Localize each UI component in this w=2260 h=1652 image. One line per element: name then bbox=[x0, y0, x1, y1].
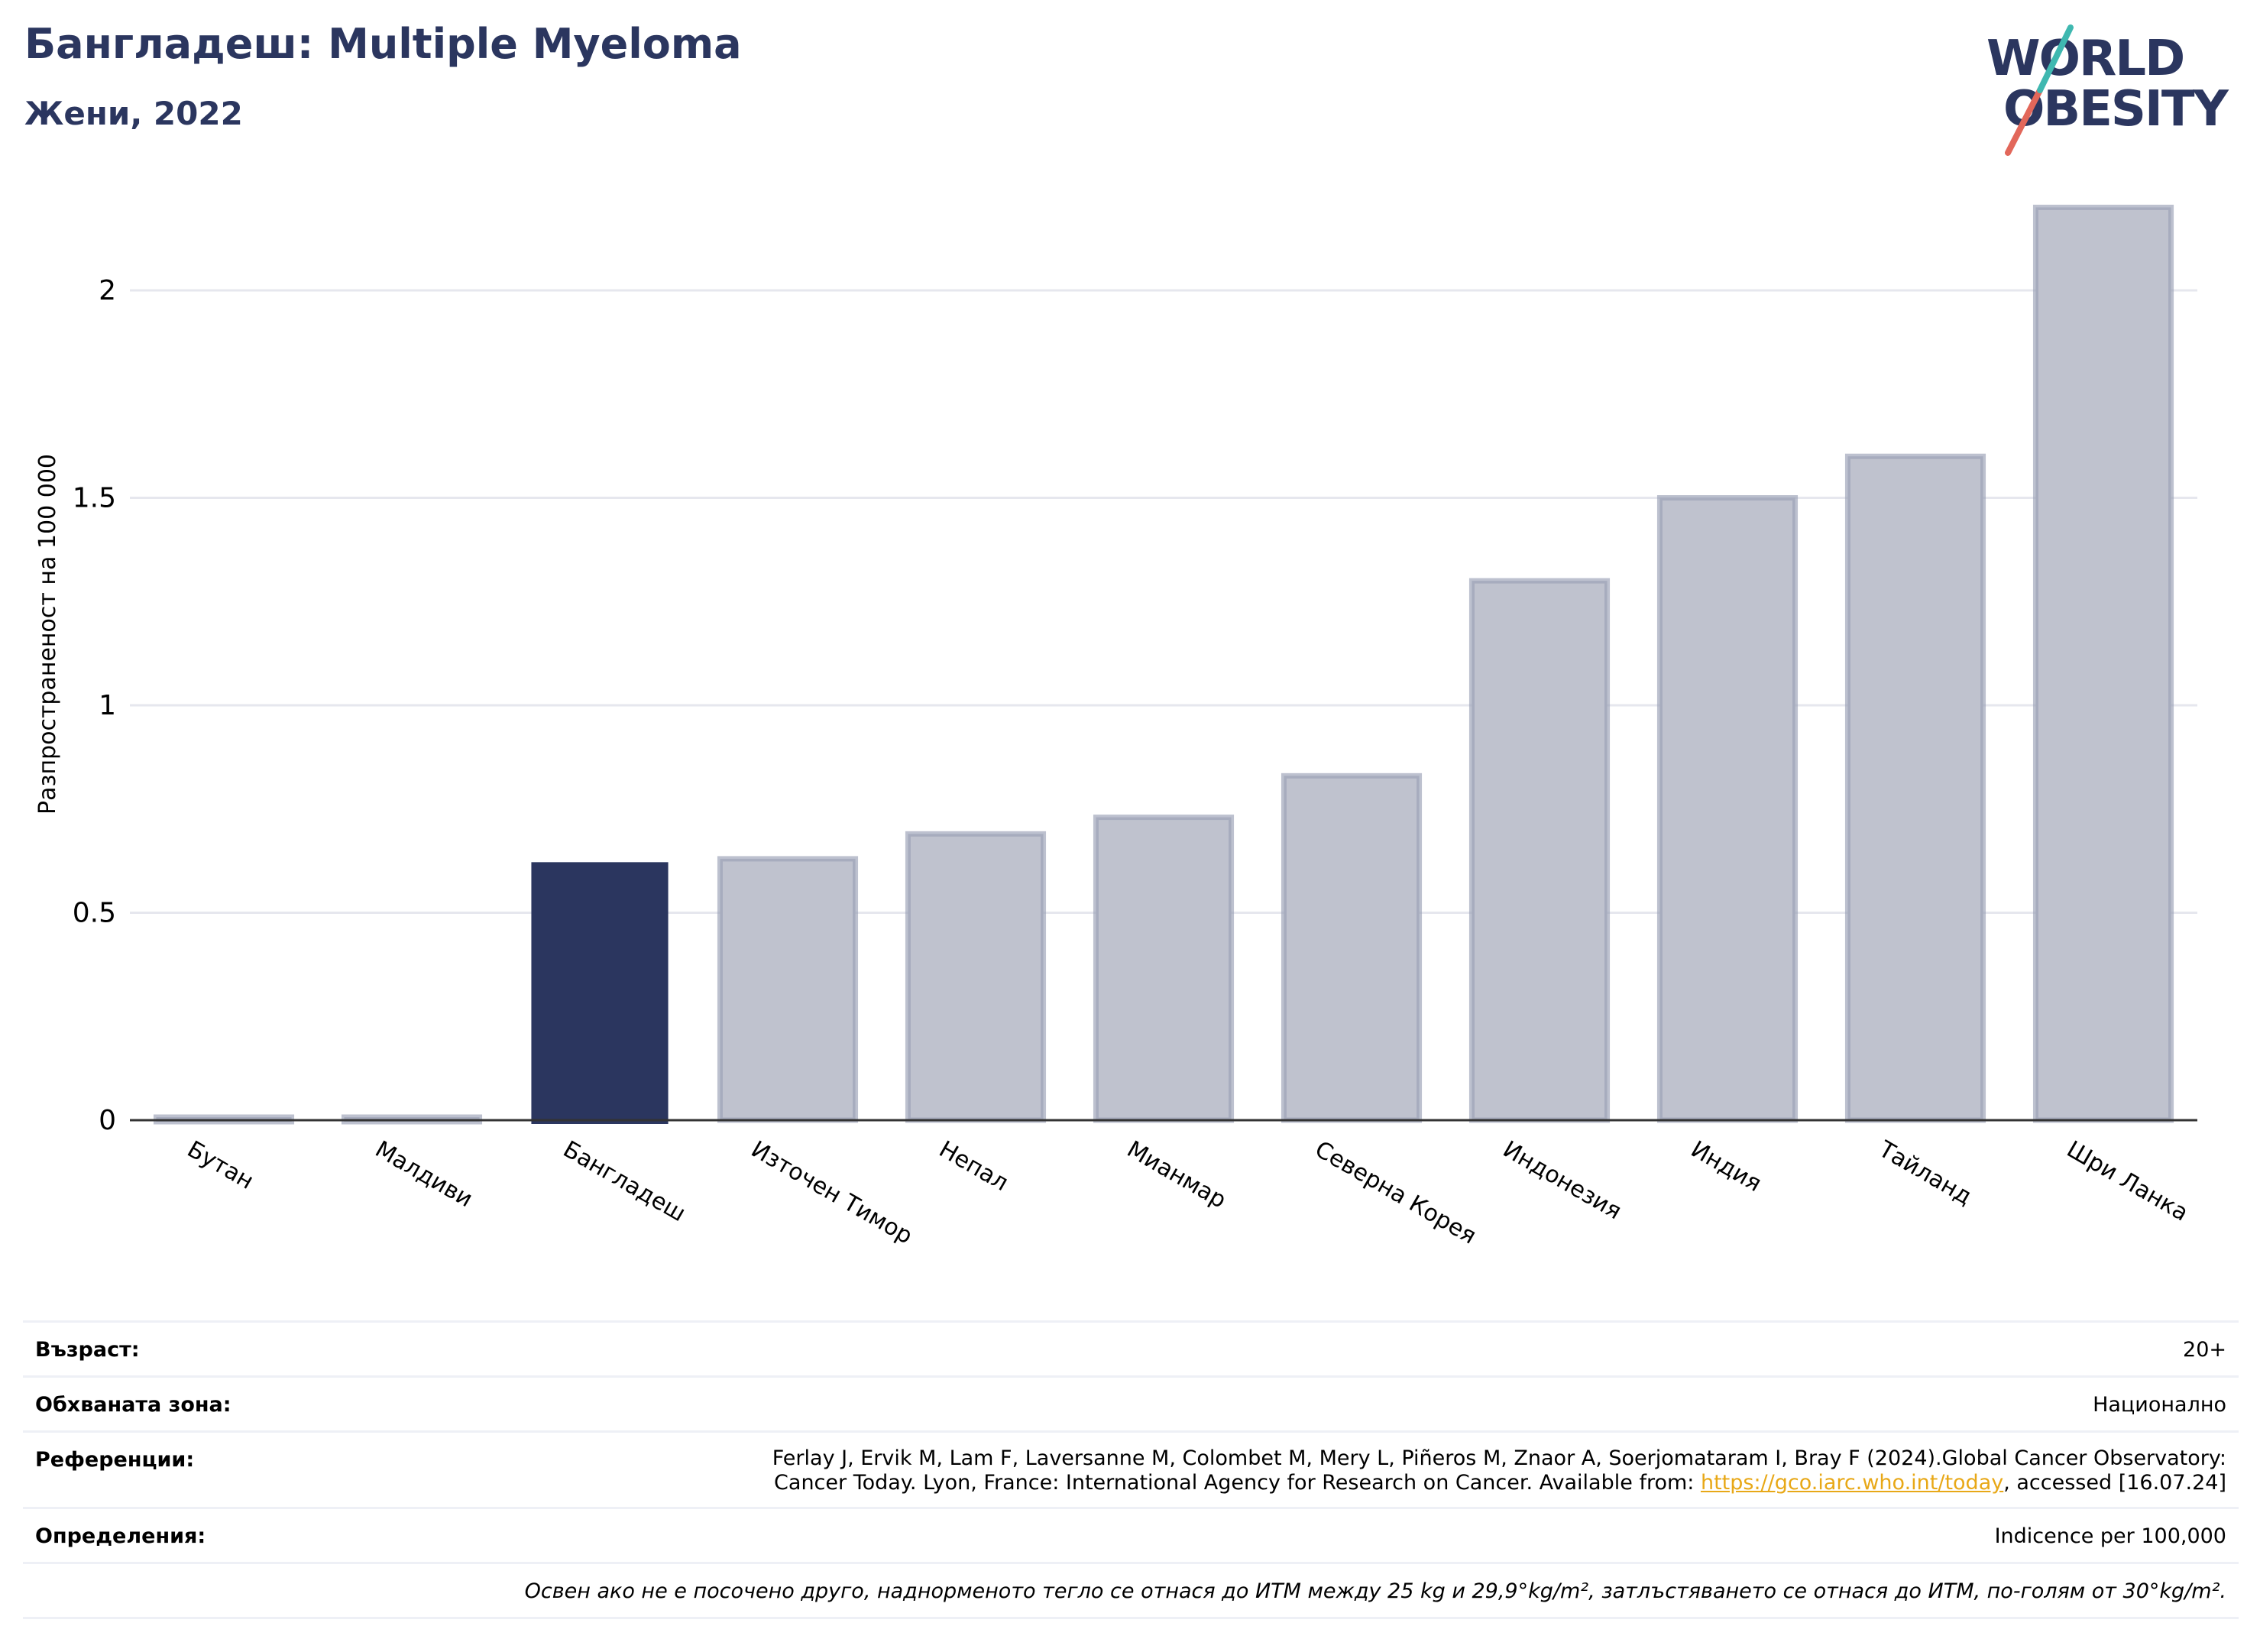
references-line2: Cancer Today. Lyon, France: Internationa… bbox=[393, 1471, 2226, 1495]
bars bbox=[153, 204, 2174, 1125]
meta-row-age: Възраст: 20+ bbox=[23, 1320, 2239, 1378]
bar-chart: 0 0.5 1 1.5 2 Бутан Малдиви Бангладеш Източен Т… bbox=[34, 204, 2197, 1250]
x-tick-label: Източен Тимор bbox=[746, 1136, 917, 1250]
age-value: 20+ bbox=[2183, 1338, 2226, 1362]
bar-3 bbox=[717, 856, 859, 1123]
x-tick-label: Бутан bbox=[183, 1136, 258, 1195]
references-label: Референции: bbox=[35, 1448, 195, 1472]
x-tick-label: Тайланд bbox=[1873, 1135, 1977, 1210]
y-tick-label: 0.5 bbox=[73, 898, 116, 929]
y-tick-label: 1.5 bbox=[73, 483, 116, 514]
x-tick-label: Индонезия bbox=[1498, 1136, 1626, 1226]
y-tick-labels: 0 0.5 1 1.5 2 bbox=[73, 275, 116, 1136]
x-tick-label: Северна Корея bbox=[1310, 1136, 1481, 1250]
bar-10 bbox=[2032, 204, 2174, 1123]
meta-row-footnote: Освен ако не е посочено друго, наднормен… bbox=[23, 1562, 2239, 1619]
bar-4 bbox=[905, 831, 1047, 1123]
footnote: Освен ако не е посочено друго, наднормен… bbox=[524, 1579, 2226, 1603]
logo-slash-teal bbox=[2037, 24, 2074, 93]
chart-title: Бангладеш: Multiple Myeloma bbox=[24, 20, 742, 68]
y-tick-label: 0 bbox=[99, 1105, 116, 1136]
references-line2-post: , accessed [16.07.24] bbox=[2003, 1471, 2226, 1495]
meta-bottom-border bbox=[23, 1617, 2239, 1621]
bar-9 bbox=[1844, 453, 1986, 1123]
x-tick-label: Мианмар bbox=[1122, 1136, 1231, 1214]
y-tick-label: 1 bbox=[99, 690, 116, 721]
y-axis-label: Разпространеност на 100 000 bbox=[34, 454, 61, 815]
references-link[interactable]: https://gco.iarc.who.int/today bbox=[1700, 1471, 2004, 1495]
definitions-label: Определения: bbox=[35, 1524, 206, 1548]
x-tick-label: Малдиви bbox=[371, 1136, 477, 1213]
references-value: Ferlay J, Ervik M, Lam F, Laversanne M, … bbox=[393, 1446, 2226, 1495]
area-label: Обхваната зона: bbox=[35, 1393, 232, 1417]
bar-8 bbox=[1656, 495, 1799, 1123]
x-tick-label: Непал bbox=[934, 1136, 1013, 1197]
x-tick-labels: Бутан Малдиви Бангладеш Източен Тимор Непал М… bbox=[183, 1135, 2193, 1250]
chart-subtitle: Жени, 2022 bbox=[24, 95, 243, 132]
x-tick-label: Шри Ланка bbox=[2062, 1136, 2193, 1227]
definitions-value: Indicence per 100,000 bbox=[1994, 1524, 2226, 1548]
references-line2-pre: Cancer Today. Lyon, France: Internationa… bbox=[774, 1471, 1701, 1495]
bar-7 bbox=[1468, 578, 1611, 1123]
world-obesity-logo: WORLD OBESITY bbox=[1986, 24, 2230, 156]
meta-row-references: Референции: Ferlay J, Ervik M, Lam F, La… bbox=[23, 1430, 2239, 1509]
y-tick-label: 2 bbox=[99, 275, 116, 306]
area-value: Национално bbox=[2093, 1393, 2226, 1417]
logo-slash-red bbox=[2005, 87, 2043, 156]
bar-6 bbox=[1281, 773, 1423, 1123]
references-line1: Ferlay J, Ervik M, Lam F, Laversanne M, … bbox=[772, 1446, 2226, 1470]
x-tick-label: Индия bbox=[1686, 1136, 1766, 1197]
meta-row-definitions: Определения: Indicence per 100,000 bbox=[23, 1507, 2239, 1564]
age-label: Възраст: bbox=[35, 1338, 140, 1362]
meta-row-area: Обхваната зона: Национално bbox=[23, 1375, 2239, 1433]
bar-2 bbox=[531, 862, 669, 1124]
bar-5 bbox=[1093, 815, 1235, 1123]
logo-line1: WORLD bbox=[1986, 31, 2184, 87]
x-tick-label: Бангладеш bbox=[559, 1136, 690, 1228]
